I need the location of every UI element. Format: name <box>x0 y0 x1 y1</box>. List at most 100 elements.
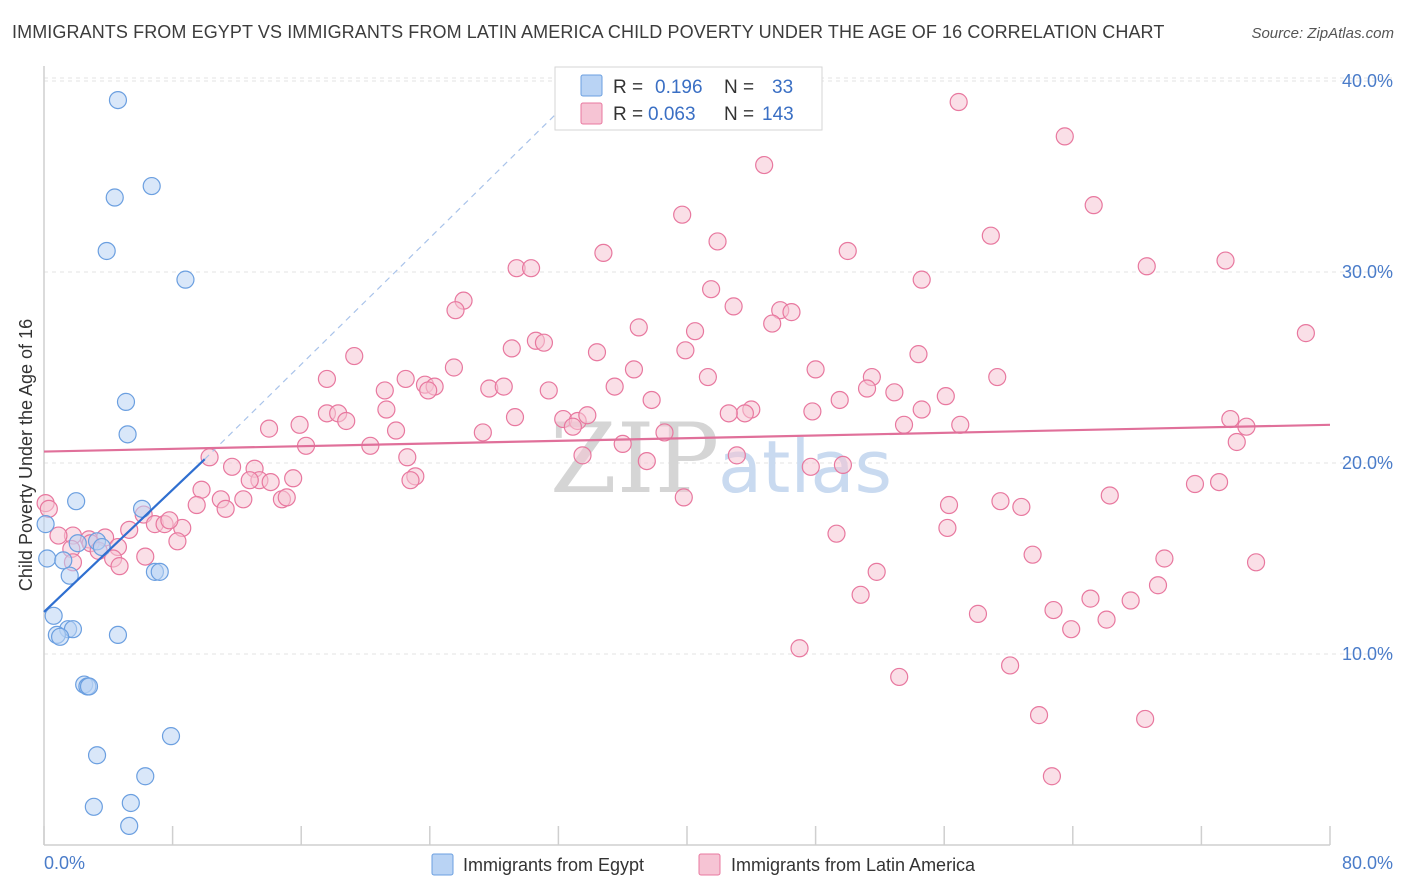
series-legend-swatch-egypt <box>431 853 454 876</box>
latin-america-point <box>851 585 870 604</box>
legend-r-value-egypt: 0.196 <box>655 77 703 98</box>
latin-america-point <box>534 333 554 352</box>
latin-america-point <box>624 360 644 379</box>
egypt-point <box>36 515 55 534</box>
y-tick-label: 10.0% <box>1342 644 1393 664</box>
latin-america-point <box>949 92 968 112</box>
egypt-point <box>176 270 195 289</box>
legend-swatch-latin <box>580 102 603 125</box>
egypt-point <box>116 392 136 411</box>
latin-america-point <box>1044 600 1063 620</box>
latin-america-point <box>1012 497 1031 517</box>
egypt-trendline <box>43 458 206 613</box>
latin-america-point <box>1209 473 1229 492</box>
latin-america-point <box>259 419 279 438</box>
latin-america-point <box>494 377 513 396</box>
latin-america-point <box>1136 709 1155 729</box>
latin-america-point <box>867 562 886 581</box>
latin-america-point <box>968 604 988 623</box>
latin-america-point <box>912 270 931 289</box>
latin-america-point <box>685 322 705 341</box>
latin-america-point <box>419 381 438 400</box>
legend-r-value-latin: 0.063 <box>648 104 696 125</box>
egypt-point <box>120 816 139 836</box>
egypt-point <box>108 90 128 110</box>
latin-america-point <box>1055 127 1074 146</box>
latin-america-point <box>1084 196 1103 215</box>
latin-america-point <box>261 473 280 492</box>
latin-america-point <box>827 524 846 543</box>
y-tick-label: 30.0% <box>1342 262 1393 282</box>
latin-america-point <box>833 455 853 475</box>
egypt-point <box>150 562 169 581</box>
latin-america-point <box>1097 610 1116 629</box>
latin-america-point <box>803 402 822 421</box>
latin-america-point <box>605 377 624 396</box>
legend-r-label-egypt: R = <box>613 77 643 98</box>
latin-america-point <box>637 451 656 471</box>
trendlines <box>43 111 1331 613</box>
grid-lines <box>44 77 1393 655</box>
latin-america-point <box>386 421 406 440</box>
latin-america-point <box>938 518 957 538</box>
latin-america-point <box>345 346 364 366</box>
latin-america-point <box>673 205 692 224</box>
egypt-point <box>84 797 103 816</box>
latin-america-point <box>1081 589 1100 608</box>
latin-america-point <box>801 457 820 476</box>
egypt-point <box>79 677 99 696</box>
x-tick-label-max: 80.0% <box>1342 853 1393 873</box>
egypt-trendline-extension <box>204 111 559 460</box>
latin-america-point <box>521 259 541 278</box>
x-tick-label-min: 0.0% <box>44 853 85 873</box>
latin-america-point <box>698 367 717 387</box>
latin-america-point <box>939 495 959 515</box>
egypt-point <box>105 188 124 207</box>
latin-america-point <box>284 469 303 488</box>
latin-america-point <box>719 404 738 423</box>
legend-n-value-latin: 143 <box>762 104 794 125</box>
latin-america-point <box>655 423 674 442</box>
latin-america-point <box>1062 620 1081 639</box>
latin-america-point <box>1155 549 1174 568</box>
latin-america-point <box>200 448 219 467</box>
latin-america-point <box>642 390 661 410</box>
legend-swatch-egypt <box>580 74 603 97</box>
latin-america-point <box>909 345 928 364</box>
latin-america-point <box>594 243 613 262</box>
latin-america-point <box>1148 576 1168 595</box>
latin-america-point <box>377 400 396 419</box>
latin-america-point <box>39 499 58 518</box>
egypt-point <box>108 625 128 645</box>
latin-america-trendline <box>43 423 1331 453</box>
latin-america-point <box>890 667 909 687</box>
latin-america-point <box>894 415 914 434</box>
egypt-point <box>44 606 63 625</box>
series-legend-swatch-latin <box>698 853 721 876</box>
egypt-point <box>54 551 73 570</box>
latin-america-point <box>936 387 955 406</box>
latin-america-point <box>1221 409 1240 429</box>
latin-america-point <box>1246 553 1266 572</box>
latin-america-point <box>830 390 849 410</box>
latin-america-point <box>290 415 309 434</box>
egypt-point <box>87 746 107 765</box>
y-axis-title: Child Poverty Under the Age of 16 <box>16 319 36 591</box>
egypt-point <box>92 537 111 557</box>
series-legend-label-egypt: Immigrants from Egypt <box>463 855 644 875</box>
latin-america-point <box>674 488 693 507</box>
latin-america-point <box>277 488 296 507</box>
egypt-point <box>50 627 70 646</box>
latin-america-point <box>573 446 592 465</box>
egypt-point <box>38 549 57 568</box>
latin-america-point <box>735 404 754 423</box>
latin-america-point <box>168 532 187 551</box>
latin-america-point <box>806 360 825 379</box>
latin-america-point <box>857 379 877 398</box>
latin-america-point <box>136 547 155 566</box>
egypt-point <box>136 767 155 786</box>
series-legend-label-latin: Immigrants from Latin America <box>731 855 976 875</box>
latin-america-point <box>1100 486 1119 505</box>
latin-america-point <box>912 400 931 419</box>
latin-america-point <box>613 434 632 453</box>
